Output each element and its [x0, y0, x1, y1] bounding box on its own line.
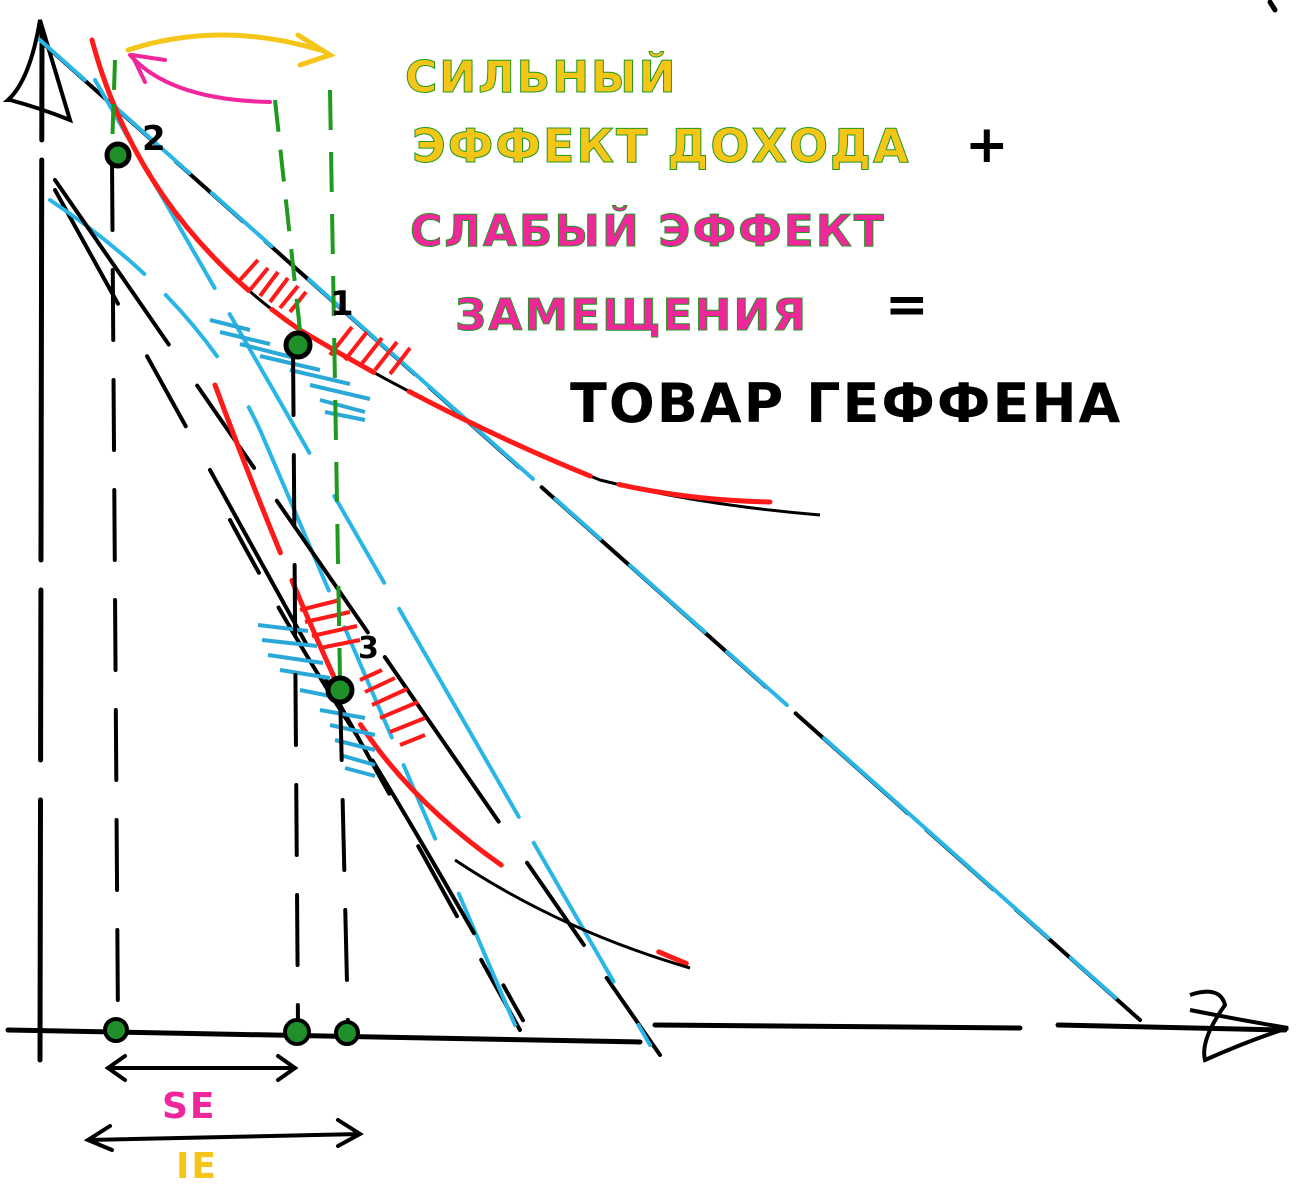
- x-axis-right: [652, 1022, 1288, 1033]
- indifference-curves: [89, 37, 821, 1062]
- point-2: [104, 141, 132, 169]
- annotations: 2 1 3 СИЛЬНЫЙ ЭФФЕКТ ДОХОДА + СЛАБЫЙ ЭФФ…: [142, 0, 1278, 1187]
- subtitle-line-1: СЛАБЫЙ ЭФФЕКТ: [410, 204, 886, 257]
- hatch-red-1-lower: [328, 325, 412, 376]
- drop-line-point-1: [291, 343, 300, 1027]
- x-axis: [5, 1027, 643, 1045]
- indifference-curve-lower-black: [228, 518, 547, 1062]
- conclusion: ТОВАР ГЕФФЕНА: [570, 372, 1122, 435]
- se-span-arrow: [104, 1054, 299, 1082]
- green-guide-right: [328, 89, 342, 681]
- hatch-red-3-lower: [359, 668, 426, 747]
- plus-sign: +: [965, 115, 1011, 175]
- point-1: [283, 330, 313, 360]
- hatching: [209, 258, 426, 778]
- equals-sign: =: [885, 275, 931, 335]
- indifference-curve-lower-tail: [454, 858, 691, 970]
- points: [103, 141, 360, 1046]
- hatch-red-3-upper: [299, 598, 361, 650]
- point-label-2: 2: [142, 119, 168, 159]
- y-axis: [37, 27, 45, 1063]
- indifference-curve-upper: [90, 39, 821, 517]
- hatch-blue-1: [209, 318, 371, 422]
- point-label-3: 3: [358, 631, 381, 666]
- point-label-1: 1: [330, 284, 356, 324]
- effect-span-arrows: [83, 1054, 364, 1152]
- ie-label: IE: [176, 1146, 218, 1187]
- income-effect-arrow: [125, 32, 336, 68]
- x-point-1: [283, 1018, 311, 1046]
- green-guide-left: [110, 59, 117, 151]
- axes: [2, 19, 1289, 1063]
- guides: [110, 59, 350, 1027]
- drop-line-point-2: [110, 158, 120, 1027]
- green-guide-mid: [273, 99, 302, 331]
- drop-line-point-3: [338, 688, 350, 1027]
- budget-line-compensated: [53, 178, 662, 1057]
- budget-line-compensated-blue: [93, 78, 652, 1047]
- indifference-curve-lower: [212, 382, 693, 968]
- x-point-3: [334, 1020, 360, 1046]
- title-line-2: ЭФФЕКТ ДОХОДА: [412, 119, 911, 173]
- corner-dot: [1267, 0, 1278, 13]
- budget-line-original-blue: [38, 38, 1137, 1017]
- hatch-red-1-upper: [238, 258, 308, 314]
- substitution-effect-arrow: [128, 53, 272, 104]
- x-axis-arrow: [1189, 989, 1289, 1063]
- ie-span-arrow: [83, 1118, 364, 1152]
- indifference-curve-upper-red: [89, 37, 773, 505]
- subtitle-line-2: ЗАМЕЩЕНИЯ: [455, 290, 808, 341]
- title-line-1: СИЛЬНЫЙ: [405, 50, 677, 103]
- budget-lines: [38, 38, 1142, 1057]
- shift-arrows: [125, 32, 336, 104]
- y-axis-arrow: [2, 19, 74, 124]
- x-point-2: [103, 1017, 129, 1043]
- budget-line-rotated: [53, 188, 522, 1032]
- point-3: [325, 675, 355, 705]
- se-label: SE: [162, 1086, 217, 1127]
